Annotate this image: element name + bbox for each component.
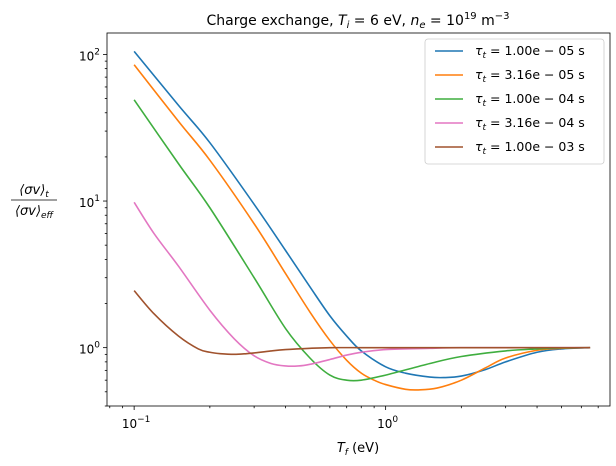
series-line — [133, 99, 591, 382]
legend-label: τt = 3.16e − 05 s — [475, 67, 585, 85]
legend-box — [424, 38, 605, 165]
legend-label: τt = 1.00e − 05 s — [475, 43, 585, 61]
plot-frame — [106, 32, 611, 407]
y-axis-label: ⟨σv⟩t ⟨σv⟩eff — [11, 183, 57, 221]
y-label-denominator: ⟨σv⟩eff — [15, 204, 55, 221]
y-tick-label: 101 — [79, 194, 100, 210]
legend-label: τt = 1.00e − 04 s — [475, 91, 585, 109]
series-line — [133, 50, 591, 379]
y-tick-label: 102 — [79, 47, 100, 63]
series-line — [133, 290, 591, 356]
x-tick-label: 100 — [377, 415, 398, 431]
series-layer — [133, 50, 591, 391]
legend: τt = 1.00e − 05 s τt = 3.16e − 05 s τt =… — [424, 38, 605, 165]
series-line — [133, 64, 591, 391]
y-tick-label: 100 — [79, 341, 100, 357]
y-label-numerator: ⟨σv⟩t — [19, 183, 49, 200]
x-tick-label: 10−1 — [122, 415, 151, 431]
legend-label: τt = 3.16e − 04 s — [475, 115, 585, 133]
chart-title: Charge exchange, Ti = 6 eV, ne = 1019 m−… — [206, 11, 509, 31]
series-line — [133, 201, 591, 368]
x-axis-label: Tf (eV) — [337, 441, 379, 458]
legend-label: τt = 1.00e − 03 s — [475, 139, 585, 157]
